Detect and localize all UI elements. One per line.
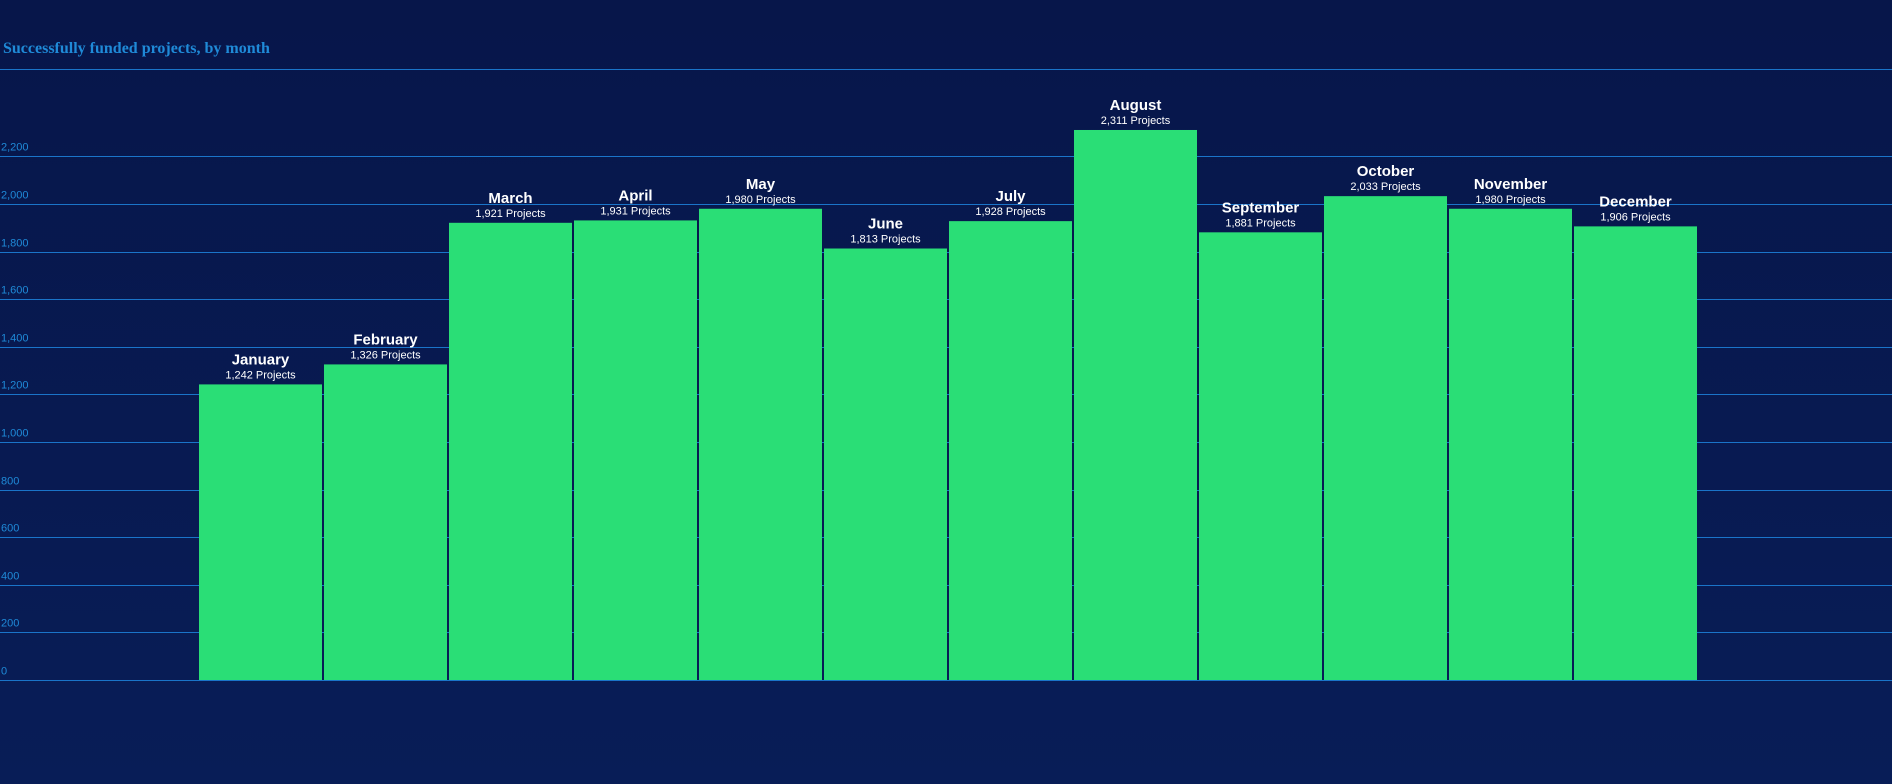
- y-axis-ticks: 0 200 400 600 800 1,000 1,200 1,400 1,600 1,800 2,…: [1, 142, 29, 678]
- chart-title: Successfully funded projects, by month: [3, 40, 270, 57]
- bar-january[interactable]: [199, 384, 322, 680]
- bars: [199, 129, 1697, 681]
- bar-category-label-august: August: [1110, 97, 1162, 114]
- y-tick-label-800: 800: [1, 476, 19, 488]
- bar-category-label-november: November: [1474, 176, 1548, 193]
- y-tick-label-400: 400: [1, 571, 19, 583]
- bar-september[interactable]: [1199, 232, 1322, 680]
- bar-category-label-february: February: [353, 331, 418, 348]
- bar-category-label-may: May: [746, 176, 776, 193]
- bar-february[interactable]: [324, 364, 447, 680]
- bar-value-label-march: 1,921 Projects: [475, 208, 546, 220]
- bar-march[interactable]: [449, 222, 572, 680]
- bar-value-label-december: 1,906 Projects: [1600, 211, 1671, 223]
- bar-may[interactable]: [699, 208, 822, 680]
- bar-october[interactable]: [1324, 196, 1447, 680]
- bar-december[interactable]: [1574, 226, 1697, 680]
- bar-april[interactable]: [574, 220, 697, 680]
- y-tick-label-1200: 1,200: [1, 380, 29, 392]
- bar-value-label-july: 1,928 Projects: [975, 206, 1046, 218]
- bar-category-label-july: July: [995, 188, 1026, 205]
- bar-value-label-september: 1,881 Projects: [1225, 217, 1296, 229]
- y-tick-label-200: 200: [1, 618, 19, 630]
- bar-august[interactable]: [1074, 129, 1197, 680]
- bar-value-label-april: 1,931 Projects: [600, 205, 671, 217]
- bar-value-label-august: 2,311 Projects: [1101, 115, 1171, 127]
- bar-july[interactable]: [949, 221, 1072, 681]
- bar-category-label-april: April: [618, 187, 652, 204]
- bar-june[interactable]: [824, 248, 947, 681]
- y-tick-label-600: 600: [1, 523, 19, 535]
- bar-value-label-february: 1,326 Projects: [350, 349, 421, 361]
- bar-category-label-september: September: [1222, 199, 1300, 216]
- bar-value-label-january: 1,242 Projects: [225, 369, 296, 381]
- bar-november[interactable]: [1449, 208, 1572, 680]
- bar-value-label-june: 1,813 Projects: [850, 234, 921, 246]
- y-tick-label-1400: 1,400: [1, 333, 29, 345]
- y-tick-label-1000: 1,000: [1, 428, 29, 440]
- bar-value-label-november: 1,980 Projects: [1475, 194, 1546, 206]
- bar-category-label-march: March: [488, 190, 532, 207]
- bar-category-label-december: December: [1599, 193, 1672, 210]
- bar-category-label-june: June: [868, 216, 903, 233]
- y-tick-label-0: 0: [1, 666, 7, 678]
- y-tick-label-1800: 1,800: [1, 238, 29, 250]
- y-tick-label-1600: 1,600: [1, 285, 29, 297]
- bar-category-label-october: October: [1357, 163, 1415, 180]
- bar-category-label-january: January: [232, 351, 290, 368]
- y-tick-label-2200: 2,200: [1, 142, 29, 154]
- y-tick-label-2000: 2,000: [1, 190, 29, 202]
- bar-value-label-october: 2,033 Projects: [1350, 181, 1421, 193]
- bar-value-label-may: 1,980 Projects: [725, 194, 796, 206]
